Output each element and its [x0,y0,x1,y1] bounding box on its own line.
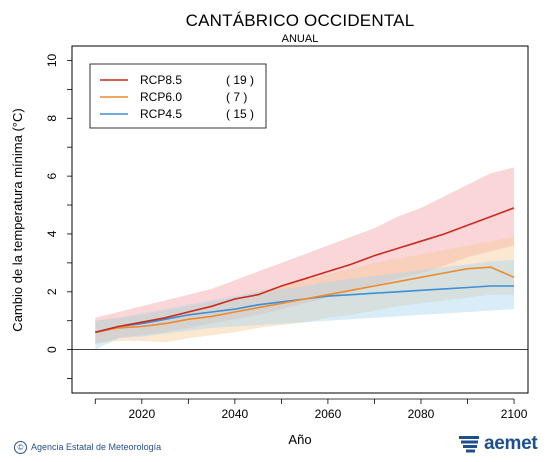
plot-frame [71,45,529,394]
chart-subtitle: ANUAL [281,33,319,45]
x-tick-label: 2040 [222,407,249,421]
line-rcp85 [95,207,515,334]
legend-label: RCP8.5 [140,73,182,87]
legend-label: RCP4.5 [140,107,182,121]
y-tick-label: 10 [45,53,59,67]
y-tick-label: 0 [45,346,59,353]
band-rcp45 [95,260,515,350]
y-tick-label: 4 [45,230,59,237]
line-rcp60 [95,266,515,334]
x-tick-label: 2060 [315,407,342,421]
aemet-logo-text: aemet [484,433,538,454]
agency-name: Agencia Estatal de Meteorología [31,441,162,452]
copyright-icon: © [14,441,27,454]
x-tick-label: 2080 [408,407,435,421]
legend-label: RCP6.0 [140,90,182,104]
x-tick-label: 2020 [128,407,155,421]
series-lines [95,207,515,334]
x-axis: 2020 2040 2060 2080 2100 [94,398,528,421]
y-tick-label: 8 [45,115,59,122]
agency-credit: © Agencia Estatal de Meteorología [14,441,161,454]
y-tick-label: 6 [45,172,59,179]
legend-count: ( 15 ) [226,107,254,121]
aemet-logo-icon [459,436,479,453]
x-axis-label: Año [288,432,311,447]
legend-count: ( 7 ) [226,90,247,104]
legend: RCP8.5 ( 19 ) RCP6.0 ( 7 ) RCP4.5 ( 15 ) [89,63,267,129]
legend-count: ( 19 ) [226,73,254,87]
legend-box [89,63,267,129]
band-rcp85 [95,167,515,344]
uncertainty-bands [95,167,515,350]
y-axis-label: Cambio de la temperatura mínima (°C) [10,108,25,331]
chart-title: CANTÁBRICO OCCIDENTAL [185,11,415,30]
x-tick-label: 2100 [501,407,528,421]
aemet-logo: aemet [458,433,538,455]
y-axis: 0 2 4 6 8 10 [45,53,72,379]
y-tick-label: 2 [45,288,59,295]
